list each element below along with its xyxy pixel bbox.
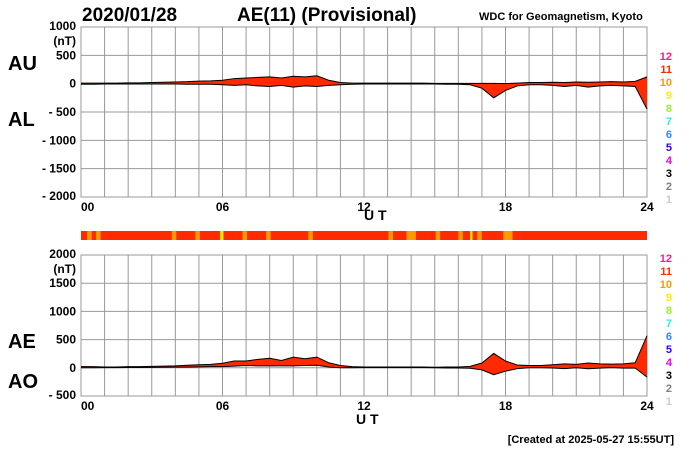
station-bar-segment [477, 231, 482, 240]
legend-station-9: 9 [666, 90, 672, 102]
legend-station-7: 7 [666, 116, 672, 128]
date-title: 2020/01/28 [82, 5, 177, 26]
ae-ao-panel: 2000 1500 1000 500 0 - 500 00 06 12 18 24 AE AO (n… [8, 247, 654, 427]
x-tick-label: 12 [357, 399, 371, 413]
y-tick-label: 1000 [49, 19, 76, 33]
legend-station-5: 5 [666, 142, 672, 154]
au-al-axes: 1000 500 0 - 500 - 1000 - 1500 - 2000 00 06 12 18 2… [42, 19, 654, 214]
ae-ao-series-fill [81, 335, 647, 378]
ae-ao-data [81, 335, 648, 378]
station-bar-segment [87, 231, 92, 240]
legend-station-12: 12 [660, 253, 672, 265]
x-tick-label: 18 [499, 200, 513, 214]
created-timestamp: [Created at 2025-05-27 15:55UT] [508, 434, 675, 446]
legend-station-11: 11 [660, 266, 672, 278]
legend-station-10: 10 [660, 279, 672, 291]
ae-label: AE [8, 331, 36, 353]
credit-label: WDC for Geomagnetism, Kyoto [479, 11, 643, 23]
plot-frame [80, 26, 648, 198]
legend-station-4: 4 [666, 155, 673, 167]
station-bar-segment [195, 231, 200, 240]
ae-ao-axes: 2000 1500 1000 500 0 - 500 00 06 12 18 24 [49, 247, 654, 413]
x-tick-label: 24 [640, 399, 654, 413]
au-al-xlabel: U T [364, 207, 387, 223]
au-al-grid [80, 26, 648, 198]
legend-station-5: 5 [666, 344, 672, 356]
y-tick-label: 2000 [49, 247, 76, 261]
legend-station-8: 8 [666, 103, 672, 115]
y-tick-label: 1000 [49, 304, 76, 318]
ae-ao-unit-label: (nT) [53, 262, 76, 276]
ae-ao-series-upper-line [81, 335, 648, 368]
au-al-series-lower-line [81, 83, 648, 110]
x-tick-label: 12 [357, 200, 371, 214]
ao-label: AO [8, 371, 38, 393]
y-tick-label: 1500 [49, 276, 76, 290]
station-bar-segment [171, 231, 177, 240]
legend-station-3: 3 [666, 370, 672, 382]
au-al-series-upper-line [81, 75, 648, 85]
x-tick-label: 06 [216, 200, 230, 214]
au-al-data [81, 75, 648, 110]
station-bar-segment [503, 231, 513, 240]
legend-station-7: 7 [666, 318, 672, 330]
x-tick-label: 18 [499, 399, 513, 413]
al-label: AL [8, 109, 35, 131]
station-bar-segment [242, 231, 248, 240]
station-bar-segment [435, 231, 441, 240]
legend-station-1: 1 [666, 194, 672, 206]
y-tick-label: - 500 [49, 388, 77, 402]
station-bar-segment [470, 231, 473, 240]
y-tick-label: 0 [69, 361, 76, 375]
legend-station-12: 12 [660, 51, 672, 63]
legend-station-2: 2 [666, 383, 672, 395]
y-tick-label: - 2000 [42, 189, 76, 203]
y-tick-label: 500 [56, 333, 76, 347]
y-tick-label: 500 [56, 48, 76, 62]
station-bar-segment [220, 231, 224, 240]
legend-station-3: 3 [666, 168, 672, 180]
au-al-panel: 1000 500 0 - 500 - 1000 - 1500 - 2000 00 06 12 18 2… [8, 19, 654, 223]
station-bar-segment [308, 231, 313, 240]
au-al-unit-label: (nT) [53, 34, 76, 48]
legend-station-6: 6 [666, 331, 672, 343]
ae-ao-xlabel: U T [356, 411, 379, 427]
station-bar-segment [388, 231, 394, 240]
y-tick-label: - 500 [49, 105, 77, 119]
station-bar-segment [458, 231, 463, 240]
y-tick-label: - 1000 [42, 133, 76, 147]
ae-ao-grid [80, 254, 648, 397]
x-tick-label: 00 [81, 200, 95, 214]
legend-station-10: 10 [660, 77, 672, 89]
legend-station-8: 8 [666, 305, 672, 317]
station-bar-base [81, 231, 647, 240]
station-count-bar [81, 231, 647, 240]
plot-frame [80, 254, 648, 397]
station-bar-segment [406, 231, 416, 240]
station-bar-segment [266, 231, 271, 240]
legend-station-9: 9 [666, 292, 672, 304]
legend-station-2: 2 [666, 181, 672, 193]
legend-station-4: 4 [666, 357, 673, 369]
index-title: AE(11) (Provisional) [237, 5, 417, 26]
station-bar-segment [96, 231, 101, 240]
legend-station-6: 6 [666, 129, 672, 141]
au-label: AU [8, 53, 37, 75]
legend-station-1: 1 [666, 396, 672, 408]
x-tick-label: 06 [216, 399, 230, 413]
y-tick-label: - 1500 [42, 162, 76, 176]
x-tick-label: 00 [81, 399, 95, 413]
y-tick-label: 0 [69, 77, 76, 91]
ae-ao-series-lower-line [81, 364, 648, 378]
legend-station-11: 11 [660, 64, 672, 76]
x-tick-label: 24 [640, 200, 654, 214]
